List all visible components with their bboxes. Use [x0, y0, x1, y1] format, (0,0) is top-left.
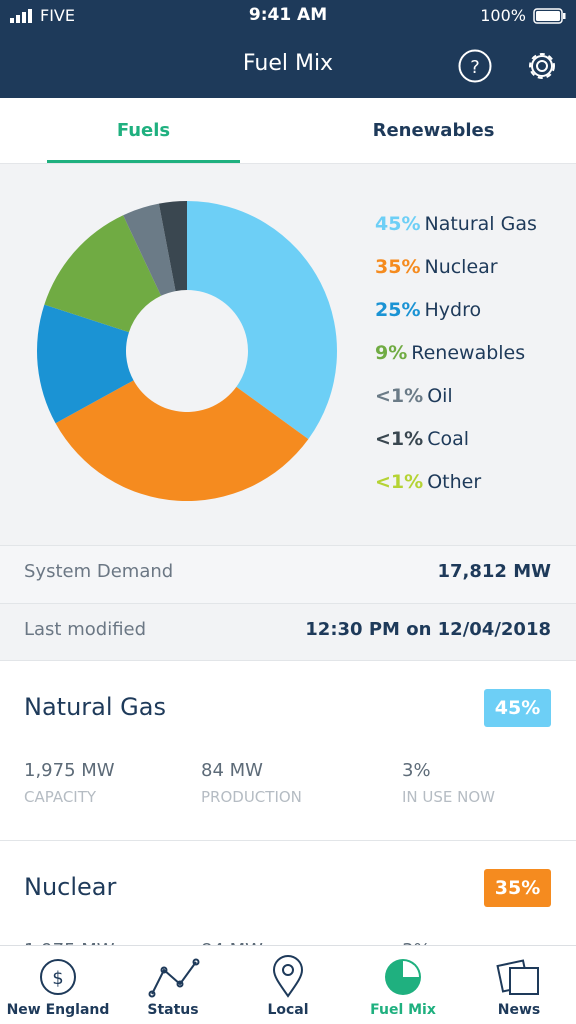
stat-value: 3% [402, 760, 431, 781]
legend-item: 45% Natural Gas [375, 213, 537, 235]
donut-chart [37, 201, 337, 501]
legend-item: 9% Renewables [375, 342, 525, 364]
card-title: Natural Gas [24, 693, 166, 721]
carrier: FIVE [40, 6, 75, 25]
tab-bar-label[interactable]: Status [147, 1002, 199, 1018]
donut-slice [158, 201, 187, 292]
battery-level: 100% [480, 6, 526, 25]
card-badge: 35% [484, 869, 551, 907]
settings-button[interactable] [524, 48, 560, 84]
donut-slice [55, 380, 309, 501]
legend-item: <1% Oil [375, 385, 453, 407]
stat-label: IN USE NOW [402, 788, 496, 806]
stat-value: 1,975 MW [24, 760, 115, 781]
svg-text:?: ? [470, 57, 480, 78]
signal-icon [10, 8, 36, 24]
donut-slice [37, 304, 134, 424]
legend-name: Renewables [411, 342, 526, 364]
legend-percent: 45% [375, 213, 421, 235]
legend-percent: 25% [375, 299, 421, 321]
tab-fuels[interactable]: Fuels [116, 120, 171, 141]
legend-item: <1% Other [375, 471, 481, 493]
tab-bar: $ [0, 945, 576, 1024]
card-badge: 45% [484, 689, 551, 727]
summary-value: 12:30 PM on 12/04/2018 [305, 619, 551, 640]
legend-percent: 35% [375, 256, 421, 278]
svg-text:$: $ [52, 968, 63, 989]
battery-icon [533, 8, 567, 24]
tab-bar-label[interactable]: New England [6, 1002, 110, 1018]
stat-label: PRODUCTION [201, 788, 302, 806]
legend-item: 25% Hydro [375, 299, 481, 321]
help-button[interactable]: ? [458, 49, 492, 83]
stat-label: CAPACITY [24, 788, 97, 806]
legend-name: Coal [427, 428, 470, 450]
legend-name: Nuclear [424, 256, 498, 278]
screen-title: Fuel Mix [242, 51, 334, 76]
tab-bar-label[interactable]: Local [267, 1002, 309, 1018]
legend-name: Hydro [424, 299, 482, 321]
clock: 9:41 AM [248, 5, 328, 25]
legend-percent: <1% [375, 385, 424, 407]
tab-icons: $ [40, 955, 539, 998]
summary-label: System Demand [24, 561, 174, 582]
legend-percent: 9% [375, 342, 408, 364]
legend-item: 35% Nuclear [375, 256, 498, 278]
summary-row [0, 603, 576, 661]
donut-slice [44, 215, 162, 333]
legend-percent: <1% [375, 471, 424, 493]
summary-value: 17,812 MW [437, 561, 552, 582]
tab-bar-label[interactable]: Fuel Mix [370, 1002, 436, 1018]
donut-slice [187, 201, 337, 440]
tab-bar-label[interactable]: News [497, 1002, 541, 1018]
card-title: Nuclear [24, 873, 117, 901]
legend-name: Other [427, 471, 482, 493]
stat-value: 84 MW [201, 760, 263, 781]
legend-percent: <1% [375, 428, 424, 450]
tab-underline [47, 160, 240, 163]
legend-name: Oil [427, 385, 453, 407]
summary-label: Last modified [24, 619, 147, 640]
legend-name: Natural Gas [424, 213, 537, 235]
summary-row [0, 545, 576, 603]
donut-slice [123, 203, 176, 296]
tab-strip [0, 98, 576, 164]
tab-renewables[interactable]: Renewables [372, 120, 495, 141]
fuel-card [0, 660, 576, 840]
legend-item: <1% Coal [375, 428, 469, 450]
